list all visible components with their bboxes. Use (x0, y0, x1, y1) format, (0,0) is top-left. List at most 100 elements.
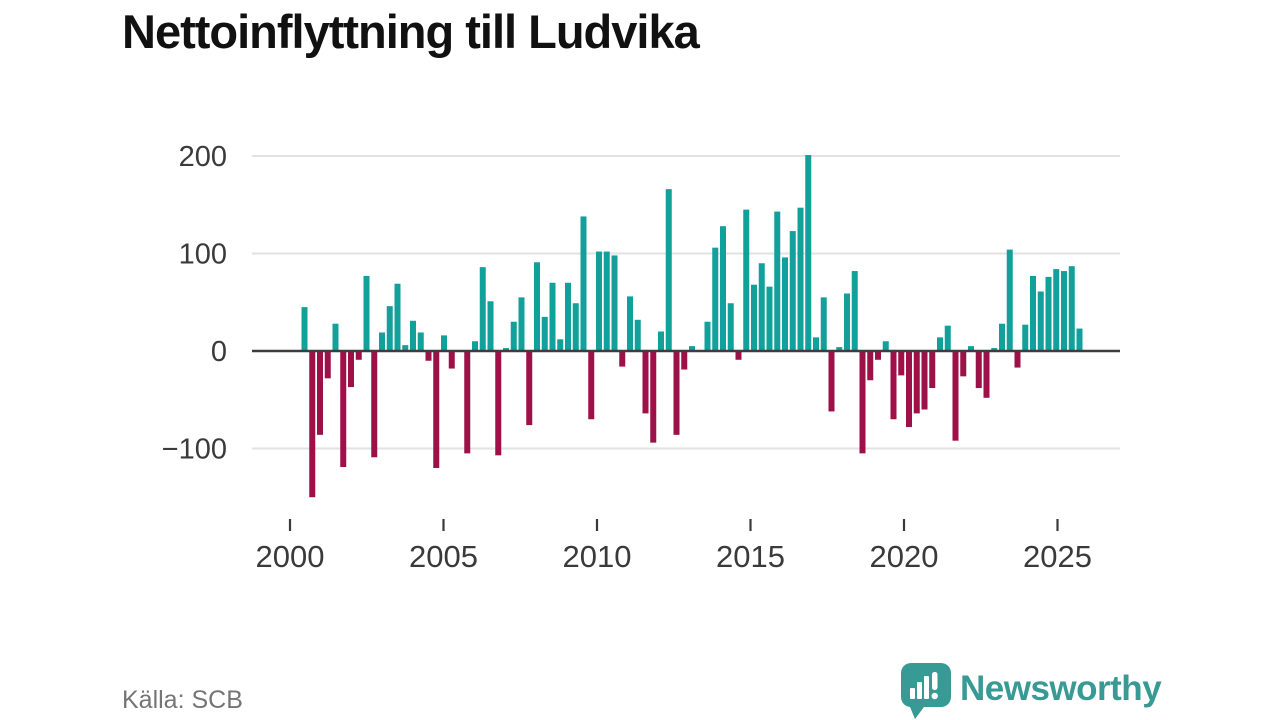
bar-positive (472, 341, 478, 351)
x-axis-tick-label: 2005 (409, 539, 478, 574)
bar-negative (425, 351, 432, 361)
bar-negative (588, 351, 595, 420)
bar-positive (882, 341, 889, 351)
bar-positive (665, 189, 672, 351)
x-axis-tick-label: 2000 (256, 539, 325, 574)
bar-negative (1014, 351, 1021, 368)
bar-negative (960, 351, 967, 377)
bar-negative (921, 351, 928, 410)
bar-positive (534, 262, 540, 351)
y-axis-tick-label: 200 (179, 141, 227, 173)
bar-positive (844, 293, 850, 351)
bar-negative (913, 351, 920, 414)
y-axis-tick-label: −100 (162, 434, 227, 466)
bar-positive (689, 346, 695, 352)
bar-negative (898, 351, 905, 376)
bar-positive (611, 255, 618, 351)
bar-positive (944, 325, 951, 351)
bar-positive (797, 207, 804, 351)
bar-negative (324, 351, 331, 379)
bar-positive (820, 297, 827, 352)
bar-positive (1022, 324, 1029, 351)
bar-negative (340, 351, 347, 468)
bar-positive (782, 257, 788, 351)
bar-negative (906, 351, 912, 428)
bar-positive (627, 296, 633, 351)
bar-negative (859, 351, 866, 454)
bar-negative (309, 351, 316, 498)
bar-positive (758, 263, 765, 351)
bar-positive (999, 323, 1005, 351)
bar-positive (541, 316, 548, 352)
bar-positive (1006, 249, 1013, 351)
bar-negative (735, 351, 742, 360)
bar-positive (712, 247, 719, 351)
bar-positive (386, 306, 393, 351)
bar-positive (379, 332, 385, 351)
bar-positive (658, 331, 664, 351)
bar-positive (1037, 291, 1044, 351)
bar-negative (371, 351, 378, 458)
x-axis-tick-label: 2015 (716, 539, 785, 574)
bar-positive (789, 231, 796, 351)
bar-chart: 200 100 0 −100 2000 2005 2010 2015 2020 2025 (162, 141, 1120, 574)
newsworthy-logo: Newsworthy (901, 663, 1162, 719)
bar-negative (952, 351, 959, 441)
bar-positive (991, 348, 998, 351)
bar-positive (549, 282, 556, 351)
bar-positive (727, 303, 734, 351)
bar-negative (890, 351, 897, 420)
bar-negative (673, 351, 680, 435)
bar-positive (394, 283, 401, 351)
bar-positive (805, 155, 812, 351)
bar-positive (1061, 271, 1067, 351)
bar-positive (503, 348, 509, 351)
bar-positive (410, 320, 416, 351)
bar-positive (813, 337, 819, 351)
bar-negative (642, 351, 649, 414)
bar-positive (402, 345, 409, 351)
bar-positive (1030, 275, 1036, 352)
bar-positive (704, 321, 711, 351)
bar-negative (619, 351, 626, 367)
y-axis-tick-label: 0 (211, 336, 227, 368)
bar-positive (580, 216, 587, 351)
bar-negative (433, 351, 440, 468)
bar-positive (766, 286, 773, 351)
bar-negative (929, 351, 936, 389)
bar-positive (557, 339, 564, 351)
bar-positive (596, 251, 602, 351)
bar-positive (1068, 266, 1075, 352)
bar-negative (526, 351, 533, 426)
bar-positive (851, 271, 858, 351)
bar-positive (1053, 269, 1060, 351)
source-label: Källa: SCB (122, 686, 243, 714)
bar-negative (975, 351, 982, 389)
chart-title: Nettoinflyttning till Ludvika (122, 5, 700, 58)
bar-positive (720, 226, 726, 351)
bar-negative (355, 351, 362, 360)
bar-positive (301, 307, 308, 352)
bar-positive (751, 284, 757, 351)
bar-positive (968, 346, 974, 352)
bar-positive (518, 297, 525, 352)
bar-negative (867, 351, 874, 381)
x-axis-tick-label: 2020 (870, 539, 939, 574)
bar-negative (464, 351, 471, 454)
x-axis-tick-label: 2025 (1023, 539, 1092, 574)
bar-positive (363, 275, 370, 352)
bar-negative (317, 351, 323, 435)
bar-positive (603, 251, 610, 351)
bar-positive (1076, 328, 1083, 351)
bar-negative (681, 351, 688, 370)
bar-positive (774, 211, 781, 351)
bar-positive (572, 303, 579, 351)
bar-negative (495, 351, 502, 456)
bar-positive (441, 335, 447, 351)
newsworthy-bubble-chart-icon (901, 663, 951, 719)
bar-negative (650, 351, 657, 443)
y-axis-tick-label: 100 (179, 239, 227, 271)
bar-negative (828, 351, 835, 412)
newsworthy-logo-text: Newsworthy (960, 668, 1162, 708)
